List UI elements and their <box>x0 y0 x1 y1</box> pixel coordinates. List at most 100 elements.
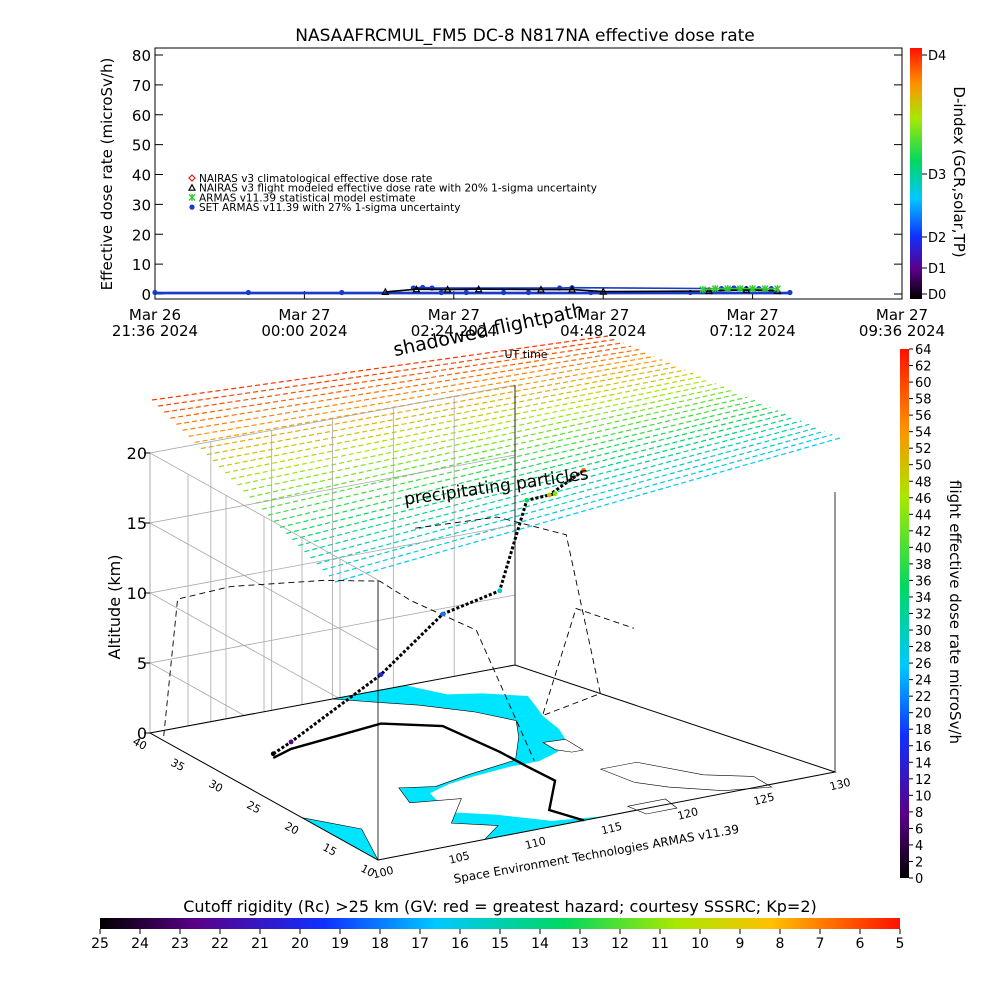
series-point <box>742 285 751 293</box>
cutoff-tick-label: 14 <box>531 936 549 952</box>
series-point <box>761 285 769 293</box>
flight-path-point <box>581 468 587 473</box>
series-point <box>699 286 707 294</box>
dose-layer-row <box>243 386 725 492</box>
dose-colorbar-tick-label: 42 <box>915 525 932 540</box>
d-index-tick-label: D2 <box>928 231 946 246</box>
altitude-axis-label: Altitude (km) <box>105 555 124 660</box>
dose-layer-row <box>316 427 817 565</box>
latitude-tick-label: 30 <box>206 777 224 795</box>
cutoff-tick-label: 22 <box>211 936 229 952</box>
dose-colorbar-tick-label: 46 <box>915 492 932 507</box>
d-index-tick-label: D0 <box>928 288 946 303</box>
latitude-tick-label: 25 <box>244 798 262 816</box>
flight-path-point <box>440 611 446 617</box>
cutoff-tick-label: 19 <box>331 936 349 952</box>
dose-layer-row <box>182 352 647 431</box>
altitude-tick-label: 10 <box>127 584 147 603</box>
d-index-tick-label: D1 <box>928 262 946 277</box>
timeseries-y-tick-label: 0 <box>141 286 151 304</box>
series-point <box>412 284 421 293</box>
dose-colorbar-tick-label: 58 <box>915 393 932 408</box>
dose-colorbar-tick-label: 4 <box>915 839 923 854</box>
timeseries-y-tick-label: 20 <box>132 226 151 244</box>
dose-layer-row <box>231 379 709 480</box>
series-point <box>381 287 390 296</box>
flight-path-point <box>552 491 558 497</box>
dose-colorbar-tick-label: 36 <box>915 574 932 589</box>
dose-colorbar-tick-label: 44 <box>915 508 932 523</box>
timeseries-x-tick-label-time: 21:36 2024 <box>112 322 198 340</box>
latitude-tick-label: 15 <box>320 841 338 859</box>
cutoff-tick-label: 21 <box>251 936 269 952</box>
dose-layer-row <box>212 369 686 462</box>
cutoff-tick-label: 7 <box>816 936 825 952</box>
timeseries-x-tick-label-time: 04:48 2024 <box>560 322 646 340</box>
dose-layer-row <box>249 389 732 498</box>
series-point <box>711 285 719 293</box>
latitude-tick-label: 40 <box>130 735 148 753</box>
dose-rate-timeseries: Effective dose rate (microSv/h) 0 10 20 30 4… <box>98 47 968 340</box>
dose-colorbar-tick-label: 38 <box>915 558 932 573</box>
dose-colorbar-tick-label: 8 <box>915 806 923 821</box>
dose-colorbar-tick-label: 28 <box>915 641 932 656</box>
dose-layer-row <box>170 345 632 419</box>
timeseries-x-tick-label-date: Mar 27 <box>278 306 330 324</box>
legend-marker <box>188 193 196 201</box>
dose-layer-row <box>322 430 825 571</box>
cutoff-tick-label: 24 <box>131 936 149 952</box>
longitude-tick-label: 130 <box>828 776 852 794</box>
series-point <box>474 284 483 293</box>
d-index-tick-label: D4 <box>928 49 946 64</box>
dose-layer-row <box>200 362 670 450</box>
series-point <box>736 285 744 293</box>
cutoff-tick-label: 8 <box>776 936 785 952</box>
timeseries-y-tick-label: 40 <box>132 167 151 185</box>
dose-layer-row <box>176 349 640 425</box>
legend-label: SET ARMAS v11.39 with 27% 1-sigma uncert… <box>199 202 461 214</box>
series-point <box>501 289 507 296</box>
timeseries-frame <box>154 47 903 300</box>
dose-layer-row <box>310 423 810 559</box>
flight-path-point <box>497 588 503 594</box>
timeseries-x-tick-label-time: 02:24 2024 <box>411 322 497 340</box>
dose-layer-row <box>292 413 787 541</box>
dose-colorbar-tick-label: 22 <box>915 690 932 705</box>
dose-layer-row <box>267 400 756 516</box>
cutoff-tick-label: 16 <box>451 936 469 952</box>
ground-track <box>272 722 584 822</box>
series-point <box>705 286 714 295</box>
dose-layer-row <box>188 355 655 437</box>
longitude-tick-label: 115 <box>600 820 624 838</box>
dose-layer-row <box>164 342 624 413</box>
cutoff-rigidity-colorbar <box>100 918 900 929</box>
series-point <box>152 289 158 296</box>
dose-colorbar-tick-label: 18 <box>915 723 932 738</box>
cutoff-tick-label: 18 <box>371 936 389 952</box>
d-index-colorbar <box>910 48 922 299</box>
altitude-tick-label: 5 <box>137 654 147 673</box>
series-point <box>749 285 757 293</box>
taiwan-island <box>542 738 584 753</box>
cutoff-tick-label: 10 <box>691 936 709 952</box>
flight-path-point <box>524 497 530 503</box>
dose-colorbar-tick-label: 48 <box>915 475 932 490</box>
series-point <box>443 285 452 293</box>
palawan-island <box>626 798 678 815</box>
longitude-tick-label: 105 <box>448 849 472 867</box>
dose-colorbar-tick-label: 24 <box>915 674 932 689</box>
dose-colorbar-tick-label: 12 <box>915 773 932 788</box>
series-point <box>463 289 469 296</box>
chart-title: NASAAFRCMUL_FM5 DC-8 N817NA effective do… <box>295 26 755 46</box>
dose-layer-row <box>279 406 771 528</box>
series-point <box>438 289 444 296</box>
timeseries-y-axis-label: Effective dose rate (microSv/h) <box>98 58 116 291</box>
timeseries-y-tick-label: 30 <box>132 196 151 214</box>
latitude-tick-label: 20 <box>282 820 300 838</box>
dose-colorbar-tick-label: 40 <box>915 541 932 556</box>
dose-colorbar-tick-label: 64 <box>915 343 932 358</box>
dose-colorbar-tick-label: 30 <box>915 624 932 639</box>
d-index-axis-label: D-index (GCR,solar,TP) <box>950 86 968 257</box>
